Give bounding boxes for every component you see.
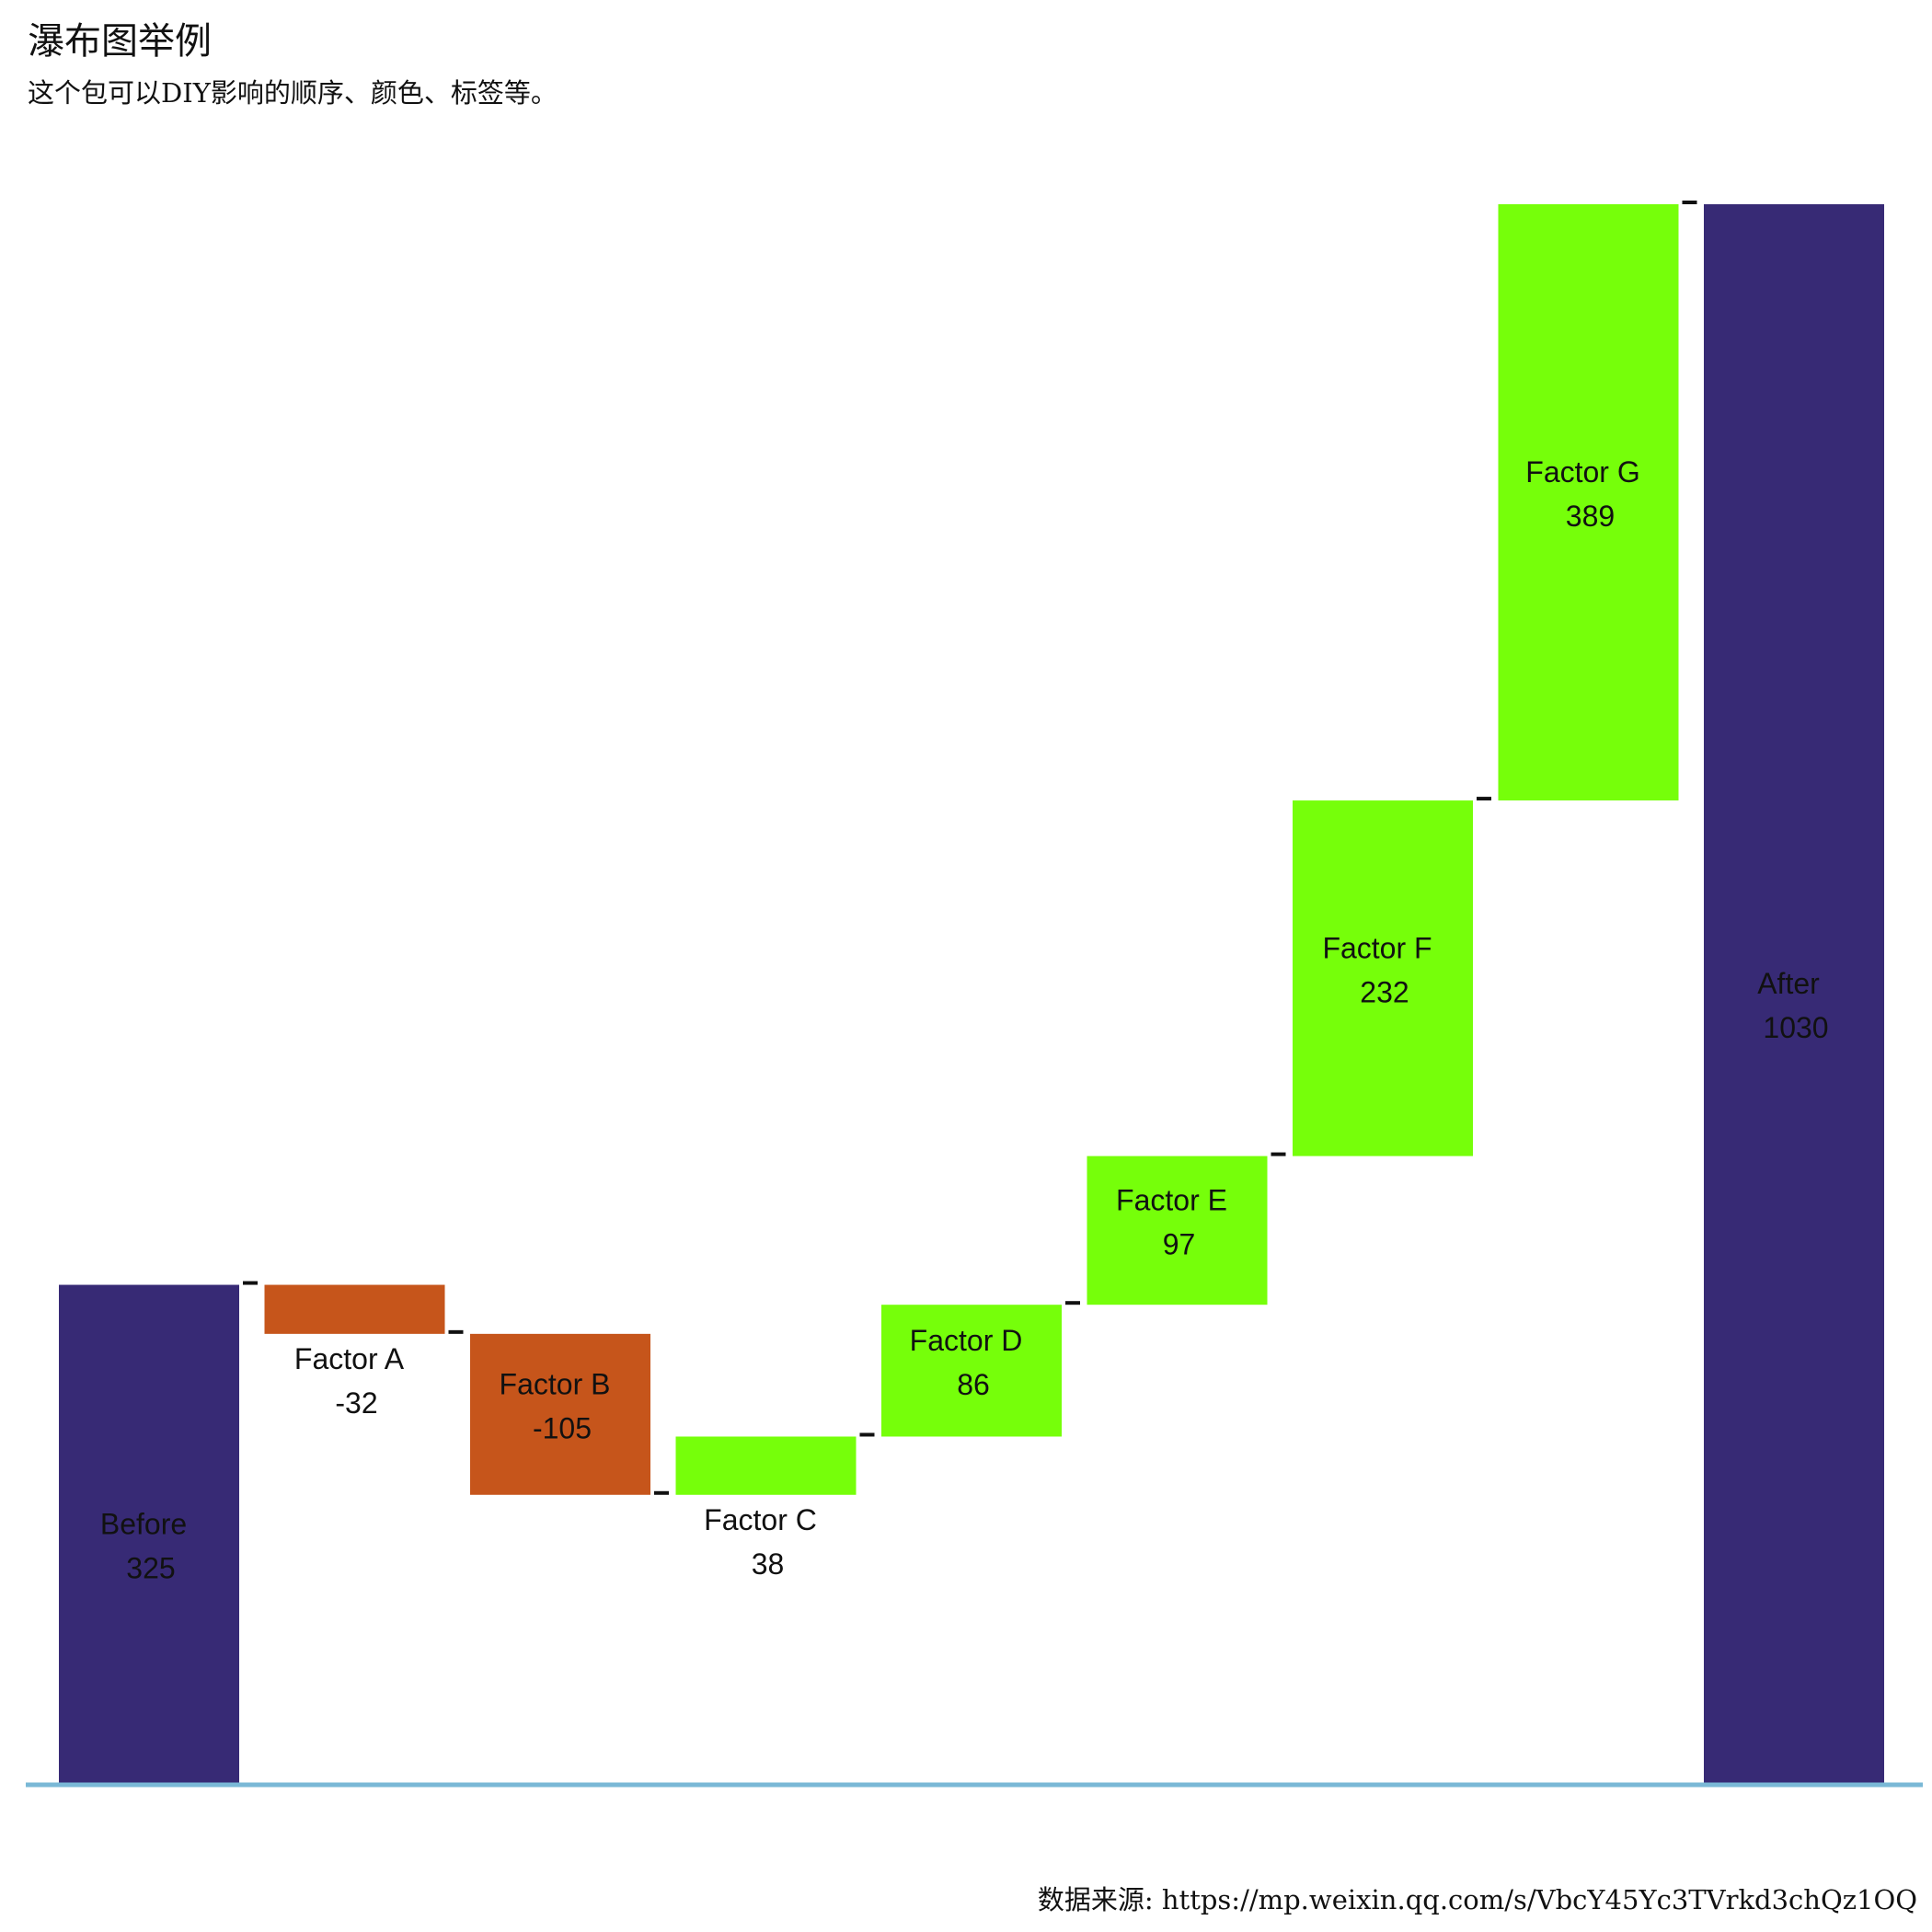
bar-factor-e [1087, 1156, 1268, 1305]
category-label: Factor E [1116, 1183, 1227, 1216]
category-label: Before [100, 1507, 187, 1540]
value-label: 97 [1163, 1227, 1196, 1260]
value-label: -105 [533, 1411, 592, 1444]
chart-caption: 数据来源: https://mp.weixin.qq.com/s/VbcY45Y… [1037, 1884, 1917, 1915]
labels-group: Before 325 Factor A -32 Factor B -105 Factor C… [100, 455, 1829, 1584]
value-label: 389 [1566, 500, 1615, 533]
bar-factor-d [881, 1305, 1062, 1437]
value-label: 232 [1360, 975, 1409, 1008]
bar-factor-f [1293, 800, 1473, 1156]
category-label: Factor G [1525, 455, 1639, 489]
category-label: Factor B [500, 1367, 611, 1400]
connectors-group [243, 201, 1697, 1495]
value-label: 325 [126, 1551, 175, 1584]
bar-factor-c [675, 1436, 857, 1495]
value-label: 86 [957, 1368, 990, 1401]
category-label: Factor F [1322, 931, 1432, 964]
bar-factor-a [264, 1284, 445, 1334]
value-label: 38 [752, 1547, 785, 1581]
category-label: Factor C [704, 1503, 817, 1536]
category-label: Factor D [910, 1324, 1023, 1357]
category-label: After [1757, 967, 1820, 1000]
category-label: Factor A [294, 1342, 405, 1375]
bar-before [59, 1284, 239, 1783]
bar-factor-b [470, 1333, 650, 1495]
value-label: -32 [335, 1386, 377, 1420]
value-label: 1030 [1763, 1011, 1828, 1044]
bar-after [1704, 204, 1884, 1783]
bars-group [59, 204, 1884, 1783]
chart-subtitle: 这个包可以DIY影响的顺序、颜色、标签等。 [28, 77, 558, 109]
chart-title: 瀑布图举例 [28, 20, 212, 63]
bar-factor-g [1498, 204, 1679, 801]
